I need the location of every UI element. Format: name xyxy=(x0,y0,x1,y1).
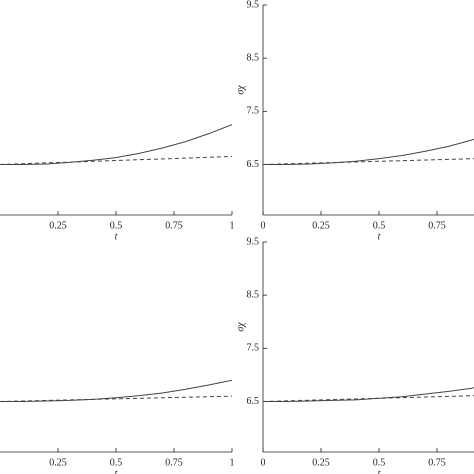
x-tick-label: 0.25 xyxy=(49,457,67,468)
y-axis-label: σχ xyxy=(235,85,246,95)
x-tick-label: 0.5 xyxy=(373,220,386,231)
x-tick-label: 1 xyxy=(230,220,235,231)
x-axis-label: t xyxy=(378,231,381,242)
x-tick-label: 0.25 xyxy=(312,457,330,468)
y-tick-label: 7.5 xyxy=(247,343,260,354)
y-tick-label: 9.5 xyxy=(247,236,260,247)
line-series xyxy=(263,387,474,402)
y-tick-label: 6.5 xyxy=(247,159,260,170)
line-series xyxy=(262,158,474,165)
x-tick-label: 0.75 xyxy=(165,220,183,231)
y-tick-label: 9.5 xyxy=(247,0,260,10)
x-tick-label: 0.75 xyxy=(428,457,446,468)
x-tick-label: 0 xyxy=(261,457,266,468)
line-series xyxy=(263,138,474,165)
y-axis-label: σχ xyxy=(235,322,246,332)
y-tick-label: 8.5 xyxy=(247,289,260,300)
x-tick-label: 0.75 xyxy=(165,457,183,468)
x-tick-label: 0.5 xyxy=(110,457,123,468)
x-tick-label: 0.5 xyxy=(110,220,123,231)
x-axis-label: t xyxy=(378,468,381,474)
line-series xyxy=(0,124,233,165)
line-series xyxy=(0,156,233,165)
x-tick-label: 1 xyxy=(230,457,235,468)
line-series xyxy=(0,379,233,402)
y-tick-label: 6.5 xyxy=(247,396,260,407)
line-series xyxy=(262,395,474,402)
x-tick-label: 0 xyxy=(261,220,266,231)
x-tick-label: 0.5 xyxy=(373,457,386,468)
x-tick-label: 0.25 xyxy=(312,220,330,231)
x-axis-label: t xyxy=(115,468,118,474)
y-tick-label: 8.5 xyxy=(247,52,260,63)
x-tick-label: 0.75 xyxy=(428,220,446,231)
x-tick-label: 0.25 xyxy=(49,220,67,231)
line-series xyxy=(0,395,233,402)
y-tick-label: 7.5 xyxy=(247,106,260,117)
x-axis-label: t xyxy=(115,231,118,242)
